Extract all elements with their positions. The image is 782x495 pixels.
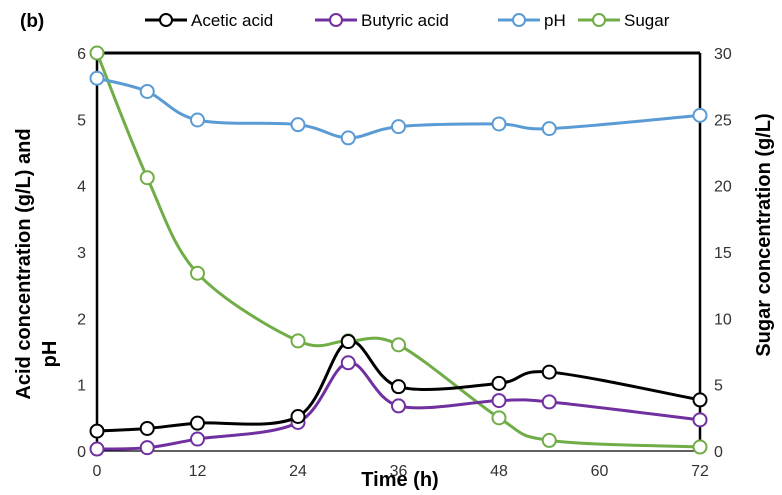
data-point-acetic-acid [89, 423, 105, 439]
legend-item-butyric-acid: Butyric acid [315, 11, 449, 30]
data-point-acetic-acid [139, 420, 155, 436]
series-ph [89, 70, 708, 146]
data-point-sugar [190, 265, 205, 281]
y-right-tick-label: 10 [714, 311, 732, 328]
legend-label: Acetic acid [191, 11, 273, 30]
series-layer [89, 45, 708, 457]
data-point-ph [541, 121, 557, 137]
data-point-butyric-acid [692, 412, 708, 428]
data-point-ph [139, 83, 155, 99]
x-axis-title: Time (h) [361, 469, 438, 491]
data-point-acetic-acid [541, 364, 557, 380]
data-point-sugar [290, 333, 306, 349]
data-point-acetic-acid [391, 379, 406, 395]
legend-item-acetic-acid: Acetic acid [145, 11, 273, 30]
x-tick-label: 72 [691, 463, 709, 480]
x-tick-label: 48 [490, 463, 508, 480]
data-point-butyric-acid [491, 393, 507, 409]
y-left-tick-label: 0 [77, 444, 86, 461]
x-tick-label: 0 [93, 463, 102, 480]
data-point-butyric-acid [391, 398, 406, 414]
data-point-acetic-acid [692, 392, 708, 408]
data-point-sugar [541, 432, 557, 448]
data-point-acetic-acid [340, 334, 356, 350]
data-point-butyric-acid [139, 440, 155, 456]
data-point-sugar [491, 410, 507, 426]
legend-item-sugar: Sugar [578, 11, 670, 30]
legend-swatch-marker [512, 13, 526, 27]
data-point-butyric-acid [190, 431, 205, 447]
y-right-tick-label: 0 [714, 444, 723, 461]
legend-swatch-marker [329, 13, 343, 27]
series-butyric-acid [89, 355, 708, 457]
data-point-ph [491, 116, 507, 132]
legend-swatch-marker [159, 13, 173, 27]
legend: Acetic acid Butyric acid pH Sugar [145, 11, 670, 30]
series-acetic-acid [89, 334, 708, 439]
x-tick-label: 60 [591, 463, 609, 480]
y-left-tick-label: 5 [77, 112, 86, 129]
y-left-tick-label: 1 [77, 378, 86, 395]
legend-swatch-marker [592, 13, 606, 27]
data-point-sugar [692, 439, 708, 455]
data-point-sugar [89, 45, 105, 61]
legend-label: Sugar [624, 11, 670, 30]
y-right-tick-label: 20 [714, 179, 732, 196]
y-left-tick-label: 2 [77, 311, 86, 328]
data-point-sugar [139, 170, 155, 186]
data-point-butyric-acid [541, 394, 557, 410]
legend-label: pH [544, 11, 566, 30]
legend-label: Butyric acid [361, 11, 449, 30]
data-point-butyric-acid [340, 355, 356, 371]
y-left-tick-label: 3 [77, 245, 86, 262]
data-point-ph [190, 112, 205, 128]
x-tick-label: 36 [390, 463, 408, 480]
data-point-acetic-acid [290, 409, 306, 425]
data-point-sugar [391, 337, 406, 353]
y-right-tick-label: 15 [714, 245, 732, 262]
y-axis-right-title: Sugar concentration (g/L) [753, 113, 775, 356]
data-point-ph [391, 119, 406, 135]
y-left-tick-label: 4 [77, 179, 86, 196]
x-tick-label: 24 [289, 463, 307, 480]
data-point-acetic-acid [491, 375, 507, 391]
data-point-ph [290, 117, 306, 133]
legend-item-ph: pH [498, 11, 566, 30]
data-point-ph [692, 107, 708, 123]
y-right-tick-label: 5 [714, 378, 723, 395]
y-left-tick-label: 6 [77, 46, 86, 63]
data-point-butyric-acid [89, 441, 105, 457]
data-point-ph [89, 70, 105, 86]
data-point-ph [340, 130, 356, 146]
panel-label: (b) [20, 11, 44, 32]
y-axis-left-title: Acid concentration (g/L) and [13, 128, 35, 399]
data-point-acetic-acid [190, 415, 205, 431]
y-axis-left-title-line2: pH [39, 341, 61, 368]
y-right-tick-label: 30 [714, 46, 732, 63]
y-right-tick-label: 25 [714, 112, 732, 129]
x-tick-label: 12 [189, 463, 207, 480]
